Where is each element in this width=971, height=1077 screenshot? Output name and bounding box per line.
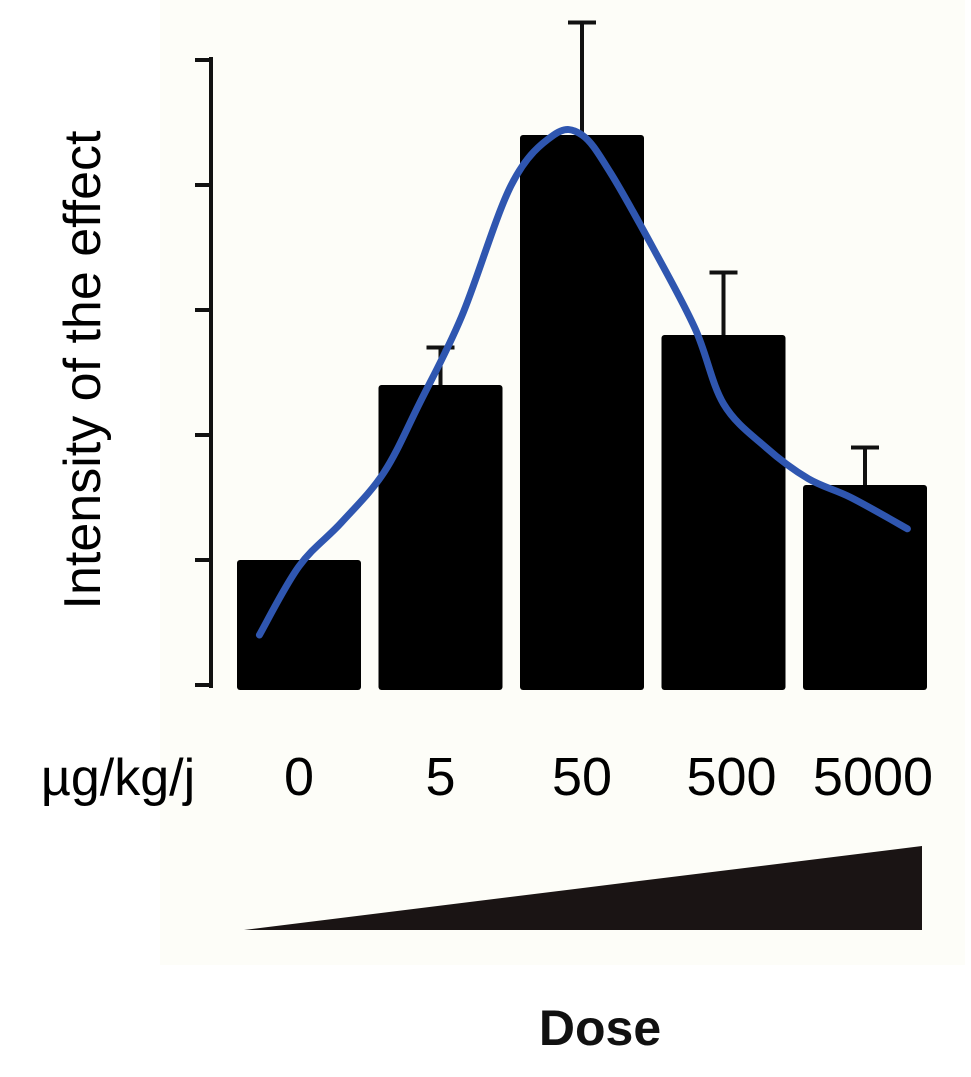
dose-wedge <box>244 846 922 930</box>
x-axis-label: Dose <box>539 1000 661 1056</box>
bar-5 <box>378 385 503 690</box>
fit-curve-line <box>255 126 911 639</box>
x-tick-labels: 0 5 50 500 5000 <box>284 747 933 807</box>
x-tick-label-0: 0 <box>284 747 314 807</box>
error-bar-50 <box>568 20 596 135</box>
x-tick-label-50: 50 <box>552 747 612 807</box>
y-axis-label: Intensity of the effect <box>54 130 112 609</box>
y-axis <box>195 57 213 688</box>
unit-label: µg/kg/j <box>41 749 195 807</box>
error-bar-500 <box>709 270 738 335</box>
bar-0 <box>237 560 361 690</box>
error-bar-5000 <box>851 445 879 485</box>
bar-5000 <box>803 485 927 690</box>
bar-50 <box>520 135 644 690</box>
x-tick-label-5: 5 <box>425 747 455 807</box>
x-tick-label-5000: 5000 <box>813 747 933 807</box>
bar-500 <box>661 335 786 690</box>
x-tick-label-500: 500 <box>686 747 776 807</box>
bars-layer <box>237 135 927 690</box>
